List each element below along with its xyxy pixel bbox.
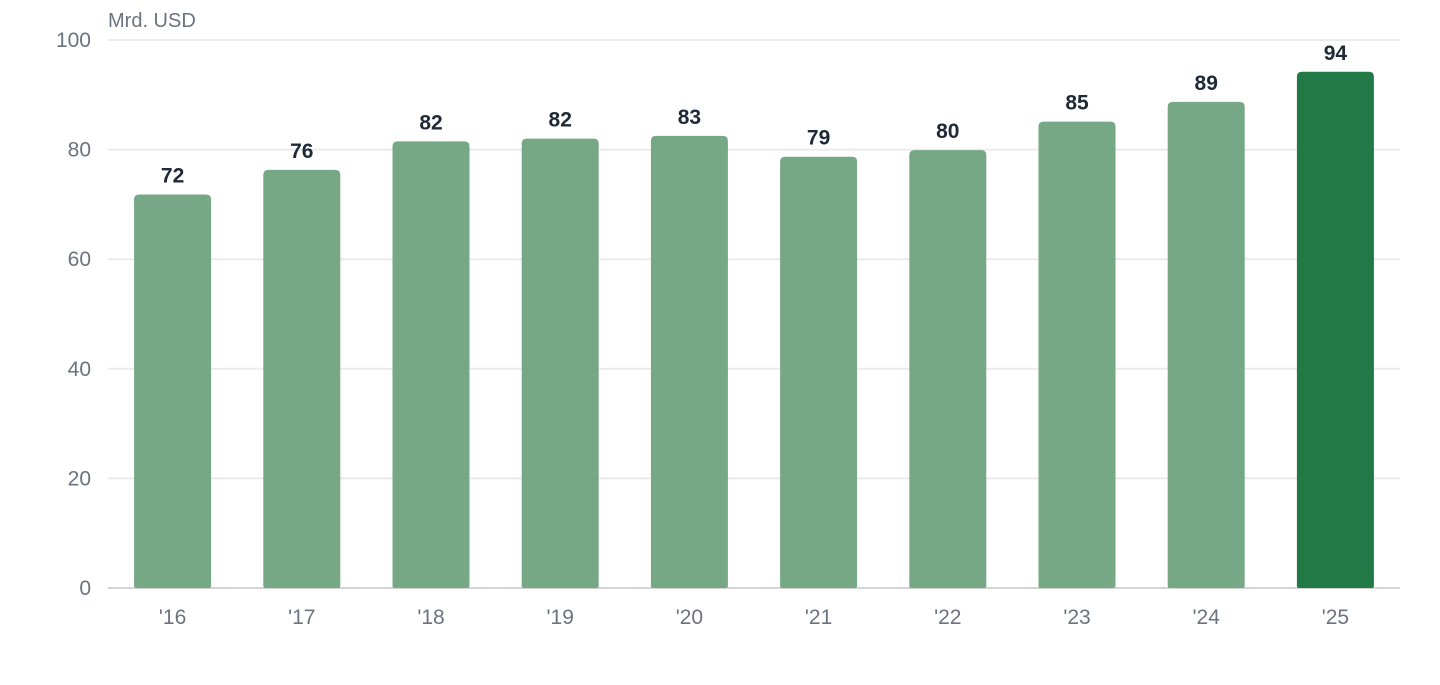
bar-24 [1167,101,1245,588]
bar-23 [1038,121,1116,588]
data-label: 89 [1195,72,1218,95]
y-axis-ticks: 0 20 40 60 80 100 [56,29,91,600]
bar-21 [780,156,858,588]
data-label: 83 [678,106,701,129]
data-label: 82 [549,109,572,132]
bar-22 [909,150,987,588]
data-label: 79 [807,127,830,150]
x-tick-label: '25 [1322,606,1349,629]
y-axis-unit-label: Mrd. USD [108,10,196,32]
x-tick-label: '16 [159,606,186,629]
data-label: 76 [290,140,313,163]
x-tick-label: '23 [1063,606,1090,629]
data-labels: 72 76 82 82 83 79 80 85 89 94 [161,42,1347,188]
data-label: 94 [1324,42,1348,65]
bar-18 [392,141,470,588]
x-tick-label: '17 [288,606,315,629]
y-tick-label: 40 [68,358,91,381]
data-label: 85 [1065,92,1089,115]
x-tick-label: '22 [934,606,961,629]
data-label: 82 [419,111,442,134]
x-tick-label: '20 [676,606,703,629]
bar-19 [521,138,599,588]
y-tick-label: 80 [68,139,91,162]
x-tick-label: '24 [1193,606,1221,629]
x-axis-ticks: '16 '17 '18 '19 '20 '21 '22 '23 '24 '25 [159,606,1349,629]
bar-17 [263,169,341,588]
y-tick-label: 100 [56,29,91,52]
y-tick-label: 60 [68,248,91,271]
bar-25 [1296,71,1374,588]
x-tick-label: '21 [805,606,832,629]
data-label: 80 [936,120,959,143]
data-label: 72 [161,165,184,188]
x-tick-label: '19 [547,606,574,629]
bars [134,71,1374,588]
y-tick-label: 0 [79,577,91,600]
y-tick-label: 20 [68,467,91,490]
x-tick-label: '18 [417,606,444,629]
bar-20 [650,135,728,588]
bar-16 [134,194,212,588]
